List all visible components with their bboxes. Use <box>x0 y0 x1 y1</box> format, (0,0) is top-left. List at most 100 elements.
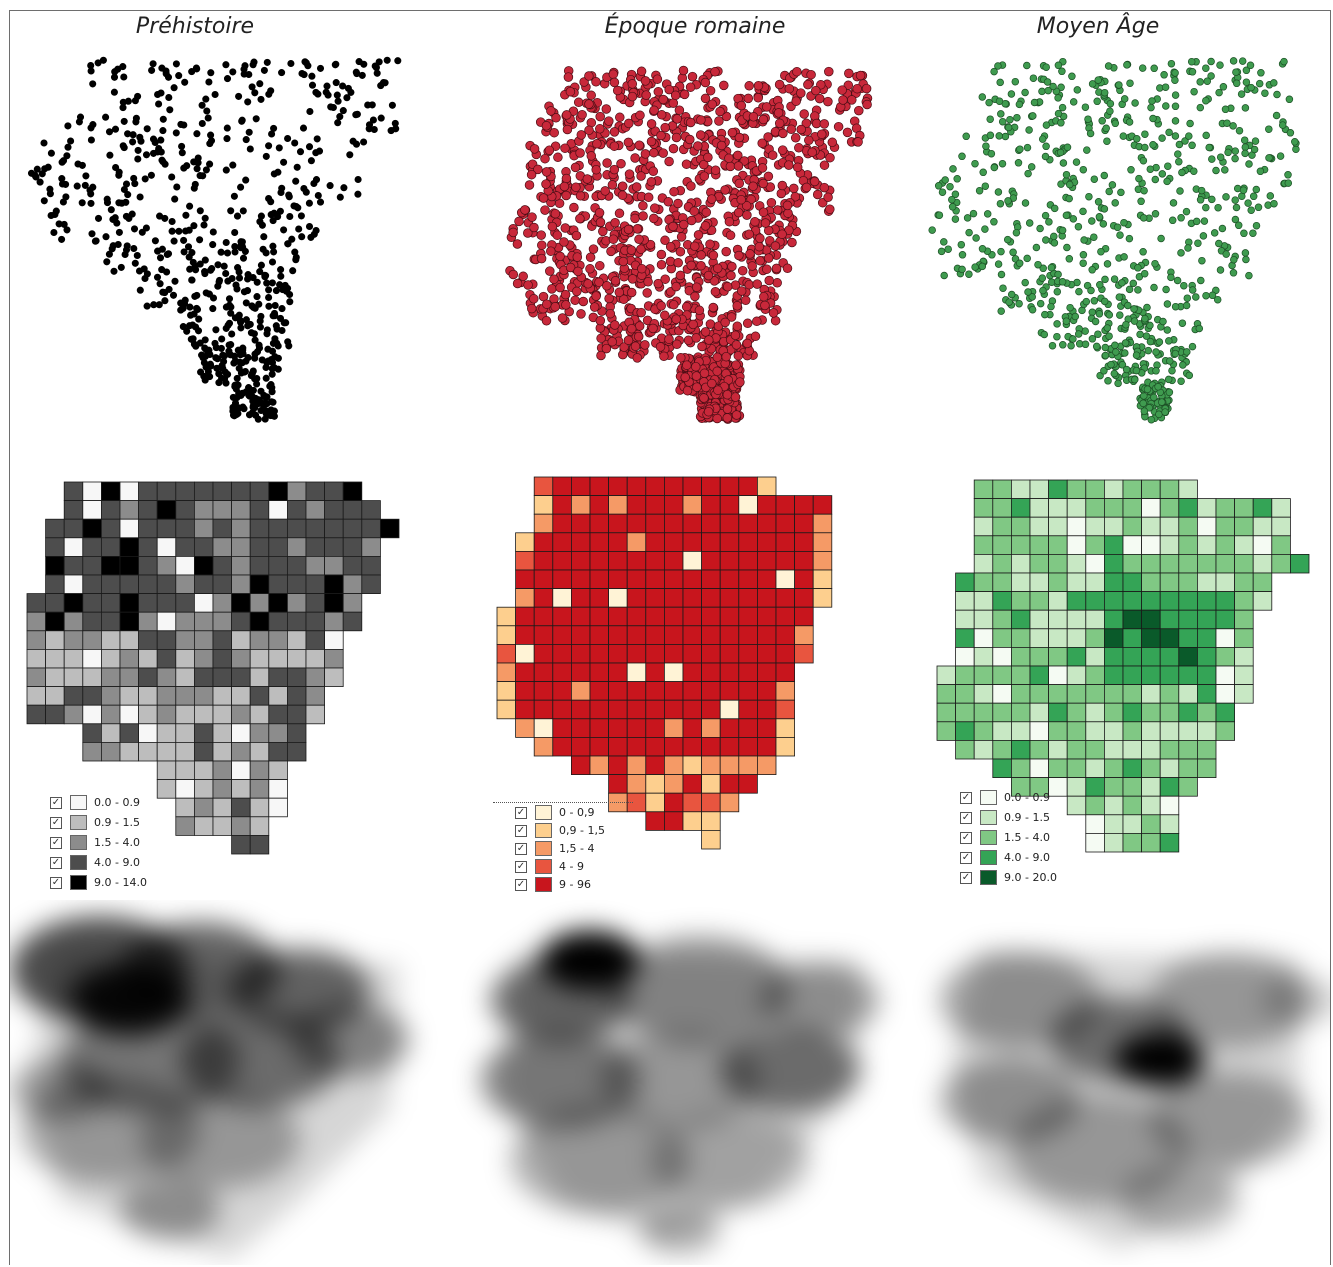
site-point <box>267 87 275 95</box>
legend-checkbox[interactable]: ✓ <box>515 879 527 891</box>
site-point <box>1137 197 1145 206</box>
grid-cell <box>775 699 796 720</box>
grid-cell <box>26 611 47 632</box>
site-point <box>757 163 768 173</box>
site-point <box>1235 126 1244 135</box>
site-point <box>1041 310 1049 319</box>
site-point <box>120 117 128 125</box>
site-point <box>664 156 674 167</box>
grid-cell <box>1178 554 1198 574</box>
grid-cell <box>45 556 65 576</box>
grid-cell <box>101 518 121 539</box>
site-point <box>741 201 752 211</box>
site-point <box>1181 137 1189 145</box>
site-point <box>265 142 273 150</box>
site-point <box>256 268 264 276</box>
legend-checkbox[interactable]: ✓ <box>960 872 972 884</box>
site-point <box>623 335 634 345</box>
grid-cell <box>101 686 121 706</box>
site-point <box>1155 410 1163 419</box>
site-point <box>656 249 667 260</box>
legend-checkbox[interactable]: ✓ <box>50 877 62 889</box>
grid-cell <box>701 792 721 813</box>
kde-hotspot <box>720 1028 860 1112</box>
legend-checkbox[interactable]: ✓ <box>960 812 972 824</box>
grid-cell <box>738 551 758 571</box>
site-point <box>772 205 783 215</box>
legend-checkbox[interactable]: ✓ <box>515 807 527 819</box>
legend-checkbox[interactable]: ✓ <box>515 825 527 837</box>
site-point <box>240 288 248 296</box>
site-point <box>546 106 556 116</box>
site-point <box>693 141 703 151</box>
site-point <box>601 104 612 114</box>
site-point <box>1202 96 1210 105</box>
site-point <box>680 372 690 383</box>
site-point <box>78 161 86 169</box>
legend-checkbox[interactable]: ✓ <box>50 797 62 809</box>
site-point <box>527 212 537 222</box>
grid-cell <box>1048 665 1068 686</box>
site-point <box>819 119 830 129</box>
site-point <box>1196 78 1204 86</box>
site-point <box>288 235 296 243</box>
site-point <box>610 320 620 330</box>
grid-cell <box>973 554 994 574</box>
grid-cell <box>1066 591 1087 611</box>
site-point <box>1230 255 1238 264</box>
grid-cell <box>1178 740 1198 760</box>
site-point <box>1284 179 1293 187</box>
site-point <box>732 321 743 331</box>
site-point <box>290 202 298 210</box>
site-point <box>223 124 231 132</box>
grid-cell <box>515 662 535 683</box>
site-point <box>512 278 523 289</box>
grid-cell <box>1122 684 1143 704</box>
grid-cell <box>1141 498 1161 518</box>
grid-cell <box>645 495 665 515</box>
grid-cell <box>973 740 994 760</box>
site-point <box>518 271 528 282</box>
site-point <box>1185 371 1194 380</box>
grid-cell <box>719 476 740 497</box>
grid-cell <box>496 625 517 645</box>
grid-cell <box>682 644 703 664</box>
site-point <box>1214 203 1222 212</box>
site-point <box>185 226 193 234</box>
legend-checkbox[interactable]: ✓ <box>515 861 527 873</box>
site-point <box>971 159 979 168</box>
grid-cell <box>175 611 195 632</box>
site-point <box>1245 160 1253 168</box>
grid-cell <box>571 588 591 608</box>
legend-checkbox[interactable]: ✓ <box>50 857 62 869</box>
legend-checkbox[interactable]: ✓ <box>50 817 62 829</box>
site-point <box>703 152 713 163</box>
site-point <box>696 250 706 260</box>
site-point <box>1073 86 1082 94</box>
legend-checkbox[interactable]: ✓ <box>960 852 972 864</box>
site-point <box>257 261 265 269</box>
legend-checkbox[interactable]: ✓ <box>960 792 972 804</box>
site-point <box>1286 129 1295 137</box>
grid-cell <box>156 574 177 595</box>
grid-cell <box>812 569 833 590</box>
site-point <box>740 295 751 306</box>
grid-cell <box>175 537 195 557</box>
legend-checkbox[interactable]: ✓ <box>960 832 972 844</box>
grid-cell <box>268 518 288 539</box>
grid-cell <box>719 551 740 571</box>
site-point <box>508 269 519 280</box>
grid-cell <box>973 665 994 686</box>
site-point <box>277 272 285 280</box>
site-point <box>59 157 68 165</box>
site-point <box>659 351 669 362</box>
site-point <box>1186 119 1194 128</box>
legend-checkbox[interactable]: ✓ <box>515 843 527 855</box>
grid-cell <box>1215 535 1236 555</box>
site-point <box>596 350 606 361</box>
site-point <box>237 324 245 332</box>
legend-checkbox[interactable]: ✓ <box>50 837 62 849</box>
site-point <box>623 224 634 235</box>
site-point <box>853 137 863 147</box>
site-point <box>541 121 552 131</box>
